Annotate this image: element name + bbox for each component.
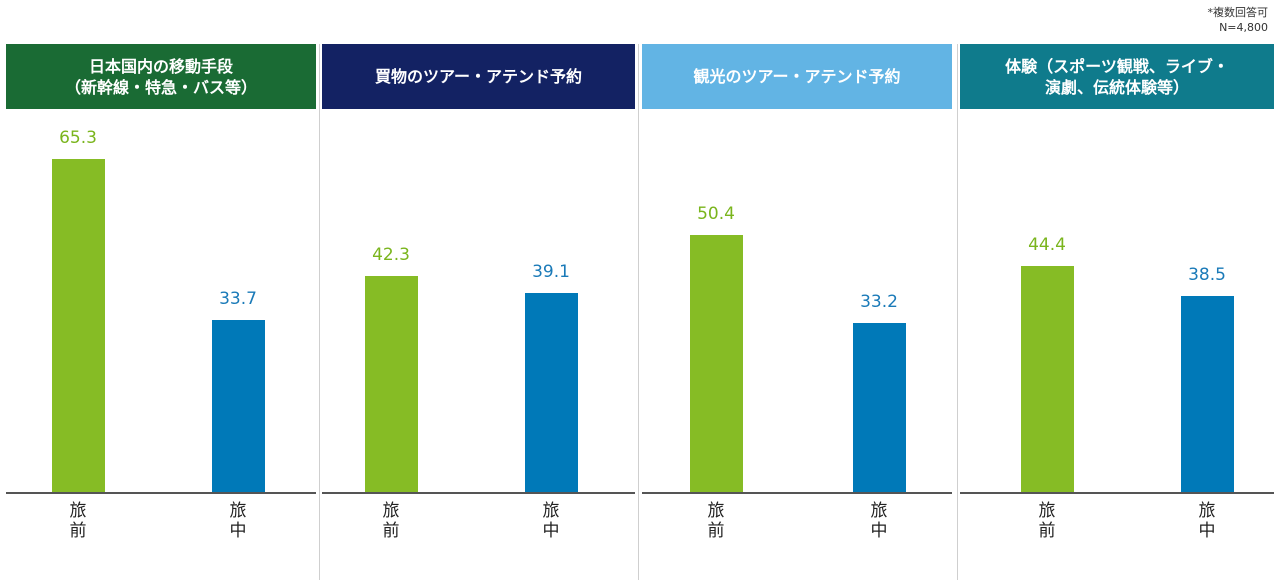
x-axis-baseline: [960, 492, 1274, 494]
panel-title: 買物のツアー・アテンド予約: [322, 44, 635, 109]
bar-value-label: 50.4: [697, 203, 735, 224]
panel-title: 観光のツアー・アテンド予約: [642, 44, 952, 109]
multiple-answer-note: *複数回答可: [1207, 6, 1269, 19]
x-axis-baseline: [6, 492, 316, 494]
bar-before: [51, 159, 105, 492]
bar-value-label: 44.4: [1028, 234, 1066, 255]
bar-during: [524, 292, 578, 492]
category-label: 旅 中: [870, 501, 888, 541]
panel-title: 体験（スポーツ観戦、ライブ・ 演劇、伝統体験等）: [960, 44, 1274, 109]
bar-value-label: 42.3: [372, 245, 410, 266]
chart-panel-3: 観光のツアー・アテンド予約 50.4 旅 前 33.2 旅 中: [642, 44, 952, 580]
bar-value-label: 39.1: [532, 261, 570, 282]
chart-panel-1: 日本国内の移動手段 （新幹線・特急・バス等） 65.3 旅 前 33.7 旅 中: [6, 44, 316, 580]
sample-size-note: N=4,800: [1219, 21, 1268, 34]
category-label: 旅 前: [69, 501, 87, 541]
panel-divider: [638, 44, 639, 580]
panel-divider: [957, 44, 958, 580]
category-label: 旅 前: [1038, 501, 1056, 541]
category-label: 旅 前: [707, 501, 725, 541]
bar-during: [1180, 295, 1234, 492]
x-axis-baseline: [322, 492, 635, 494]
category-label: 旅 中: [542, 501, 560, 541]
bar-during: [211, 320, 265, 492]
category-label: 旅 中: [1198, 501, 1216, 541]
bar-before: [1020, 265, 1074, 492]
bar-value-label: 38.5: [1188, 264, 1226, 285]
bar-during: [852, 322, 906, 492]
panel-title: 日本国内の移動手段 （新幹線・特急・バス等）: [6, 44, 316, 109]
category-label: 旅 前: [382, 501, 400, 541]
chart-panel-2: 買物のツアー・アテンド予約 42.3 旅 前 39.1 旅 中: [322, 44, 635, 580]
x-axis-baseline: [642, 492, 952, 494]
chart-panel-4: 体験（スポーツ観戦、ライブ・ 演劇、伝統体験等） 44.4 旅 前 38.5 旅 中: [960, 44, 1274, 580]
bar-value-label: 33.2: [860, 291, 898, 312]
panel-divider: [319, 44, 320, 580]
bar-value-label: 33.7: [219, 289, 257, 310]
bar-before: [689, 234, 743, 492]
bar-value-label: 65.3: [59, 128, 97, 148]
bar-before: [364, 276, 418, 492]
category-label: 旅 中: [229, 501, 247, 541]
